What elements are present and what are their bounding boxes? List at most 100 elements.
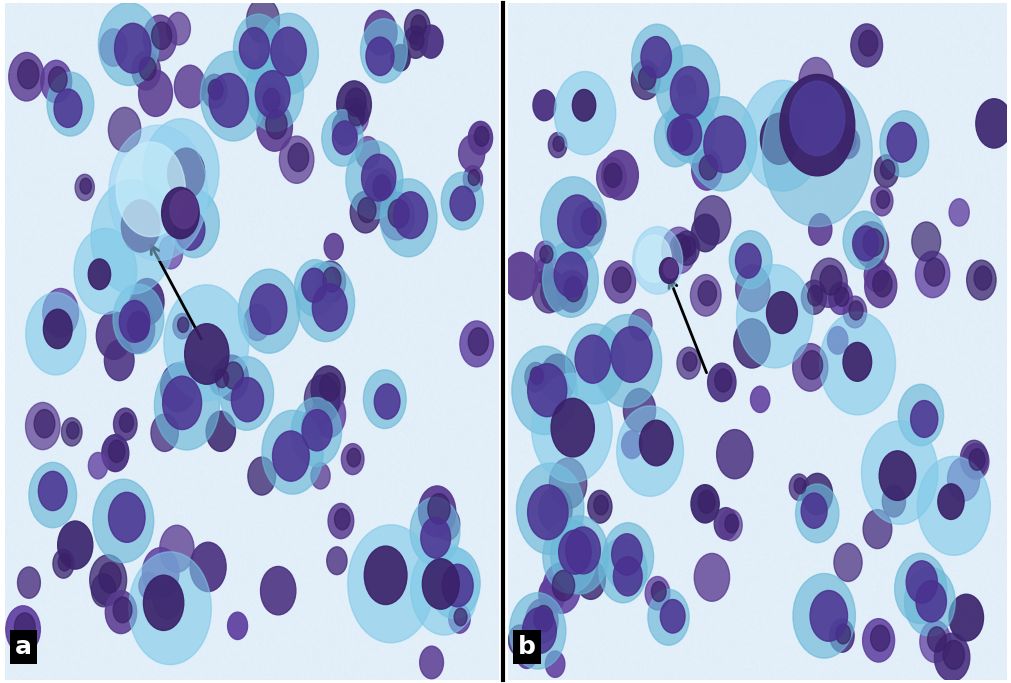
Circle shape bbox=[842, 296, 865, 328]
Circle shape bbox=[255, 70, 290, 118]
Circle shape bbox=[750, 386, 769, 413]
Circle shape bbox=[341, 444, 364, 475]
Circle shape bbox=[47, 72, 94, 136]
Circle shape bbox=[25, 402, 60, 449]
Circle shape bbox=[260, 566, 295, 615]
Circle shape bbox=[96, 311, 131, 359]
Circle shape bbox=[975, 99, 1011, 148]
Circle shape bbox=[969, 449, 984, 471]
Circle shape bbox=[91, 180, 174, 294]
Circle shape bbox=[113, 284, 164, 354]
Circle shape bbox=[543, 563, 579, 613]
Circle shape bbox=[468, 328, 488, 355]
Circle shape bbox=[291, 398, 341, 466]
Circle shape bbox=[244, 304, 270, 341]
Circle shape bbox=[108, 492, 145, 542]
Circle shape bbox=[420, 646, 443, 679]
Circle shape bbox=[599, 538, 646, 603]
Circle shape bbox=[90, 555, 126, 605]
Circle shape bbox=[178, 317, 189, 333]
Circle shape bbox=[170, 191, 197, 229]
Circle shape bbox=[324, 234, 343, 260]
Circle shape bbox=[690, 275, 721, 316]
Circle shape bbox=[130, 279, 164, 325]
Circle shape bbox=[842, 211, 886, 269]
Circle shape bbox=[911, 222, 940, 261]
Circle shape bbox=[533, 606, 553, 632]
Circle shape bbox=[862, 229, 883, 257]
Circle shape bbox=[144, 119, 218, 223]
Circle shape bbox=[99, 562, 121, 593]
Circle shape bbox=[301, 268, 327, 303]
Circle shape bbox=[113, 597, 131, 623]
Circle shape bbox=[937, 484, 963, 520]
Circle shape bbox=[104, 340, 133, 380]
Circle shape bbox=[247, 0, 279, 43]
Circle shape bbox=[729, 231, 771, 289]
Circle shape bbox=[516, 463, 583, 555]
Circle shape bbox=[310, 366, 345, 413]
Circle shape bbox=[659, 257, 677, 283]
Circle shape bbox=[428, 548, 479, 619]
Circle shape bbox=[623, 389, 655, 432]
Circle shape bbox=[390, 44, 409, 71]
Circle shape bbox=[119, 301, 150, 342]
Circle shape bbox=[346, 141, 402, 219]
Circle shape bbox=[765, 292, 797, 333]
Circle shape bbox=[801, 280, 826, 314]
Circle shape bbox=[853, 222, 888, 268]
Circle shape bbox=[132, 51, 160, 90]
Circle shape bbox=[966, 260, 995, 300]
Circle shape bbox=[279, 136, 313, 183]
Circle shape bbox=[679, 236, 695, 257]
Circle shape bbox=[565, 527, 600, 574]
Circle shape bbox=[835, 624, 849, 644]
Circle shape bbox=[227, 612, 248, 639]
Circle shape bbox=[75, 174, 94, 201]
Circle shape bbox=[915, 251, 948, 298]
Circle shape bbox=[421, 517, 450, 558]
Circle shape bbox=[539, 578, 564, 613]
Circle shape bbox=[404, 10, 430, 45]
Circle shape bbox=[272, 431, 309, 482]
Circle shape bbox=[40, 60, 72, 102]
Circle shape bbox=[948, 199, 969, 226]
Circle shape bbox=[428, 494, 450, 524]
Circle shape bbox=[108, 107, 141, 152]
Circle shape bbox=[631, 24, 681, 93]
Circle shape bbox=[409, 497, 459, 566]
Circle shape bbox=[827, 326, 847, 354]
Circle shape bbox=[248, 457, 275, 495]
Circle shape bbox=[676, 75, 695, 100]
Circle shape bbox=[62, 418, 82, 446]
Circle shape bbox=[942, 641, 963, 669]
Circle shape bbox=[67, 422, 79, 439]
Circle shape bbox=[302, 408, 325, 440]
Circle shape bbox=[612, 267, 630, 292]
Circle shape bbox=[393, 192, 428, 238]
Circle shape bbox=[861, 619, 894, 662]
Circle shape bbox=[655, 45, 719, 131]
Circle shape bbox=[139, 572, 159, 599]
Circle shape bbox=[565, 324, 624, 404]
Circle shape bbox=[834, 287, 848, 307]
Circle shape bbox=[164, 285, 249, 401]
Circle shape bbox=[256, 83, 284, 121]
Circle shape bbox=[49, 67, 67, 92]
Circle shape bbox=[118, 304, 155, 353]
Circle shape bbox=[554, 252, 587, 298]
Circle shape bbox=[250, 284, 286, 335]
Circle shape bbox=[314, 261, 345, 303]
Circle shape bbox=[162, 187, 199, 239]
Circle shape bbox=[206, 411, 236, 451]
Circle shape bbox=[686, 97, 756, 191]
Circle shape bbox=[879, 451, 915, 501]
Circle shape bbox=[119, 413, 133, 432]
Circle shape bbox=[143, 548, 179, 598]
Circle shape bbox=[174, 65, 205, 108]
Circle shape bbox=[363, 370, 405, 428]
Circle shape bbox=[348, 104, 364, 126]
Circle shape bbox=[636, 235, 670, 282]
Circle shape bbox=[611, 534, 642, 575]
Circle shape bbox=[946, 458, 979, 501]
